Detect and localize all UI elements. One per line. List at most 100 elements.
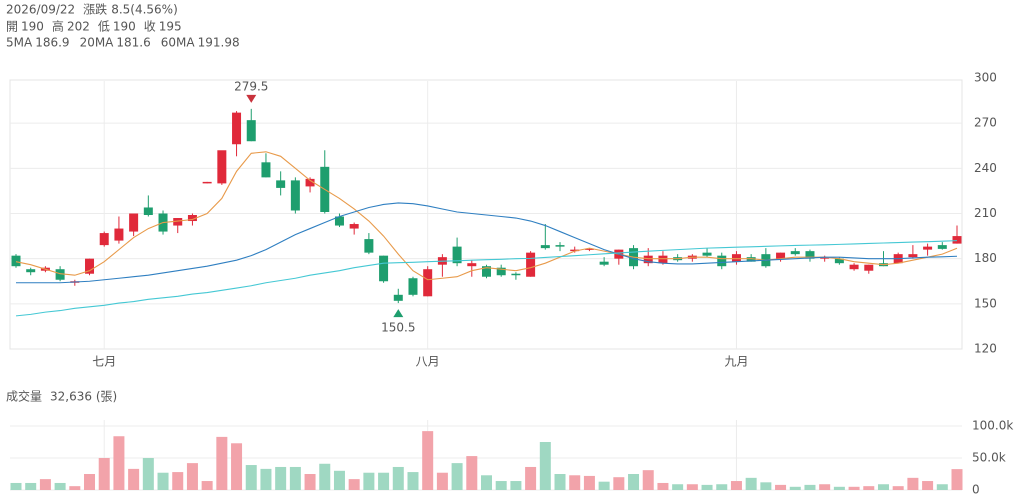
header-text: 8.5(4.56%) (111, 3, 178, 17)
candle-body (334, 216, 344, 226)
candle-body (511, 273, 521, 276)
volume-bar (892, 486, 904, 490)
candle-body (496, 267, 506, 276)
y-tick-label: 50.0k (972, 451, 1006, 465)
candle-body (555, 245, 565, 247)
volume-bar (745, 477, 757, 490)
candle-body (129, 213, 139, 232)
header-text: 2026/09/22 (6, 3, 75, 17)
volume-bar (789, 486, 801, 490)
volume-bar (466, 456, 478, 490)
y-tick-label: 120 (974, 342, 997, 356)
header-text: 186.9 (35, 36, 69, 50)
y-tick-label: 270 (974, 116, 997, 130)
volume-bar (495, 481, 507, 490)
y-tick-label: 240 (974, 161, 997, 175)
candle-body (834, 258, 844, 264)
volume-bar (657, 482, 669, 490)
candle-body (658, 255, 668, 264)
candle-body (173, 218, 183, 226)
volume-bar (333, 470, 345, 490)
candle-body (85, 258, 95, 274)
ma-line (16, 202, 958, 284)
x-tick-label: 七月 (92, 355, 116, 369)
candle-body (452, 246, 462, 264)
volume-bar (25, 482, 37, 490)
candle-body (261, 162, 271, 178)
ma-line (15, 240, 958, 317)
candle-body (570, 249, 580, 252)
ma-line (15, 151, 958, 281)
candle-body (99, 233, 109, 246)
candle-body (746, 257, 756, 262)
volume-bar (260, 468, 272, 490)
volume-bar (275, 466, 287, 490)
candle-body (908, 254, 918, 258)
candle-body (55, 269, 65, 280)
volume-bar (113, 436, 125, 490)
header-text: 低 (98, 20, 110, 34)
y-tick-label: 0 (972, 483, 980, 497)
header-text: 202 (67, 20, 90, 34)
volume-bar (686, 484, 698, 490)
candle-body (143, 207, 153, 216)
y-tick-label: 180 (974, 251, 997, 265)
candle-body (187, 215, 197, 222)
candle-body (423, 269, 433, 297)
volume-bar (378, 472, 390, 490)
candle-body (717, 255, 727, 267)
volume-bar (672, 484, 684, 490)
volume-bar (245, 465, 257, 490)
candle-body (305, 178, 315, 187)
candle-body (702, 252, 712, 256)
candle-body (776, 252, 786, 259)
candle-body (276, 180, 286, 188)
volume-bar (730, 481, 742, 490)
y-tick-label: 300 (974, 71, 997, 85)
candle-body (643, 255, 653, 264)
candle-body (379, 255, 389, 282)
candle-body (482, 266, 491, 277)
candle-body (731, 254, 741, 262)
volume-bar (363, 472, 375, 490)
min-label: 150.5 (381, 321, 415, 335)
candle-body (11, 255, 21, 267)
header-text: 191.98 (198, 36, 240, 50)
volume-bar (951, 469, 963, 490)
candle-body (864, 264, 874, 271)
candle-body (217, 150, 227, 184)
volume-bar (201, 481, 213, 490)
max-label: 279.5 (234, 79, 268, 93)
volume-bar (289, 466, 301, 490)
candle-body (937, 245, 947, 249)
volume-bar (863, 486, 875, 490)
candle-body (584, 248, 594, 250)
candle-body (232, 112, 242, 145)
candle-body (526, 252, 536, 277)
header-text: 60MA (161, 36, 196, 50)
header-text: 20MA (80, 36, 115, 50)
volume-bar (451, 463, 463, 490)
volume-bar (833, 486, 845, 490)
candle-body (849, 264, 859, 270)
candle-body (408, 278, 418, 295)
volume-bar (583, 475, 595, 490)
header-text: 181.6 (116, 36, 150, 50)
candle-body (114, 228, 124, 241)
volume-bar (569, 475, 581, 490)
volume-bar (613, 477, 625, 490)
volume-bar (128, 468, 140, 490)
volume-bar (436, 472, 448, 490)
candle-body (467, 263, 477, 267)
y-tick-label: 150 (974, 296, 997, 310)
volume-bar (877, 484, 889, 490)
min-marker (393, 309, 404, 318)
volume-bar (392, 466, 404, 490)
max-marker (246, 94, 257, 103)
volume-bar (39, 479, 51, 490)
volume-bar (98, 458, 110, 490)
candle-body (246, 120, 256, 142)
volume-bar (407, 472, 419, 490)
y-tick-label: 100.0k (972, 419, 1013, 433)
